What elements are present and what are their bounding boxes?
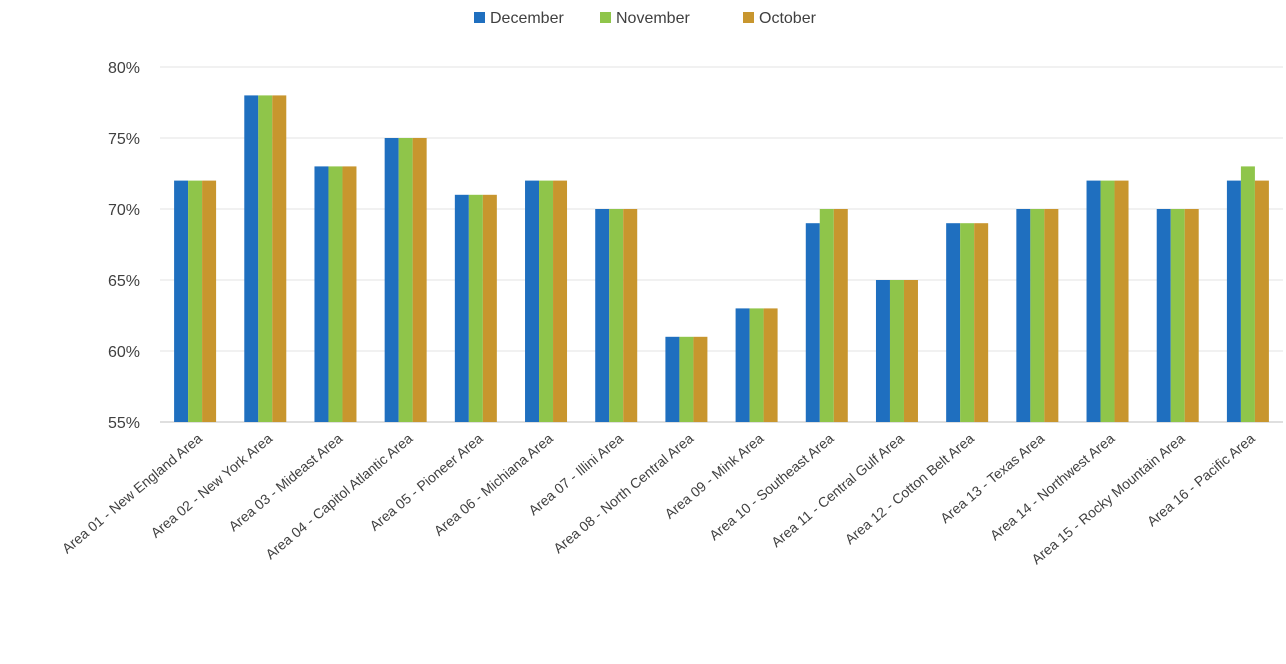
x-tick-label: Area 06 - Michiana Area [431,430,557,539]
x-tick-label: Area 12 - Cotton Belt Area [842,430,978,547]
bar-november[interactable] [609,209,624,422]
y-tick-label: 65% [108,273,140,290]
bar-december[interactable] [1086,180,1101,422]
bar-november[interactable] [749,308,764,422]
bar-november[interactable] [188,180,203,422]
bar-december[interactable] [314,166,329,422]
bar-november[interactable] [1240,166,1255,422]
bar-october[interactable] [1184,209,1199,422]
bar-december[interactable] [1226,180,1241,422]
x-tick-label: Area 14 - Northwest Area [987,430,1118,543]
bar-december[interactable] [174,180,189,422]
bar-november[interactable] [328,166,343,422]
bar-october[interactable] [1044,209,1059,422]
bar-november[interactable] [960,223,975,422]
bar-november[interactable] [468,194,483,422]
bar-november[interactable] [1170,209,1185,422]
bar-november[interactable] [258,95,273,423]
bar-october[interactable] [202,180,217,422]
bar-october[interactable] [974,223,989,422]
legend-swatch-november [600,12,611,23]
bar-october[interactable] [482,194,497,422]
bar-october[interactable] [903,280,918,422]
legend-swatch-december [474,12,485,23]
x-tick-label: Area 03 - Mideast Area [225,430,345,534]
bar-december[interactable] [805,223,820,422]
bar-october[interactable] [1114,180,1129,422]
bar-october[interactable] [623,209,638,422]
bar-october[interactable] [1254,180,1269,422]
bar-november[interactable] [398,138,413,422]
bars [174,95,1269,423]
x-tick-label: Area 10 - Southeast Area [706,430,837,543]
bar-october[interactable] [342,166,357,422]
x-tick-label: Area 05 - Pioneer Area [366,430,486,534]
x-tick-label: Area 15 - Rocky Mountain Area [1028,430,1187,567]
legend: December November October [474,10,817,27]
legend-label-october: October [759,10,817,27]
y-tick-label: 75% [108,131,140,148]
bar-december[interactable] [525,180,540,422]
bar-december[interactable] [454,194,469,422]
x-tick-label: Area 11 - Central Gulf Area [768,430,907,550]
y-axis-ticks: 55% 60% 65% 70% 75% 80% [108,60,140,432]
bar-november[interactable] [539,180,554,422]
bar-december[interactable] [875,280,890,422]
bar-december[interactable] [665,336,680,422]
bar-october[interactable] [833,209,848,422]
x-tick-label: Area 01 - New England Area [59,430,205,556]
y-tick-label: 55% [108,415,140,432]
y-tick-label: 60% [108,344,140,361]
bar-december[interactable] [735,308,750,422]
legend-label-november: November [616,10,690,27]
bar-october[interactable] [693,336,708,422]
bar-october[interactable] [553,180,568,422]
bar-november[interactable] [1030,209,1045,422]
bar-november[interactable] [679,336,694,422]
y-tick-label: 80% [108,60,140,77]
bar-november[interactable] [1100,180,1115,422]
bar-october[interactable] [763,308,778,422]
bar-december[interactable] [1156,209,1171,422]
bar-november[interactable] [889,280,904,422]
bar-october[interactable] [272,95,287,423]
bar-december[interactable] [946,223,961,422]
bar-october[interactable] [412,138,427,422]
bar-december[interactable] [1016,209,1031,422]
y-tick-label: 70% [108,202,140,219]
x-tick-label: Area 02 - New York Area [147,430,275,541]
bar-november[interactable] [819,209,834,422]
x-tick-label: Area 04 - Capitol Atlantic Area [262,430,416,562]
legend-label-december: December [490,10,564,27]
bar-december[interactable] [384,138,399,422]
bar-december[interactable] [244,95,259,423]
x-tick-label: Area 08 - North Central Area [550,430,696,556]
legend-swatch-october [743,12,754,23]
bar-december[interactable] [595,209,610,422]
